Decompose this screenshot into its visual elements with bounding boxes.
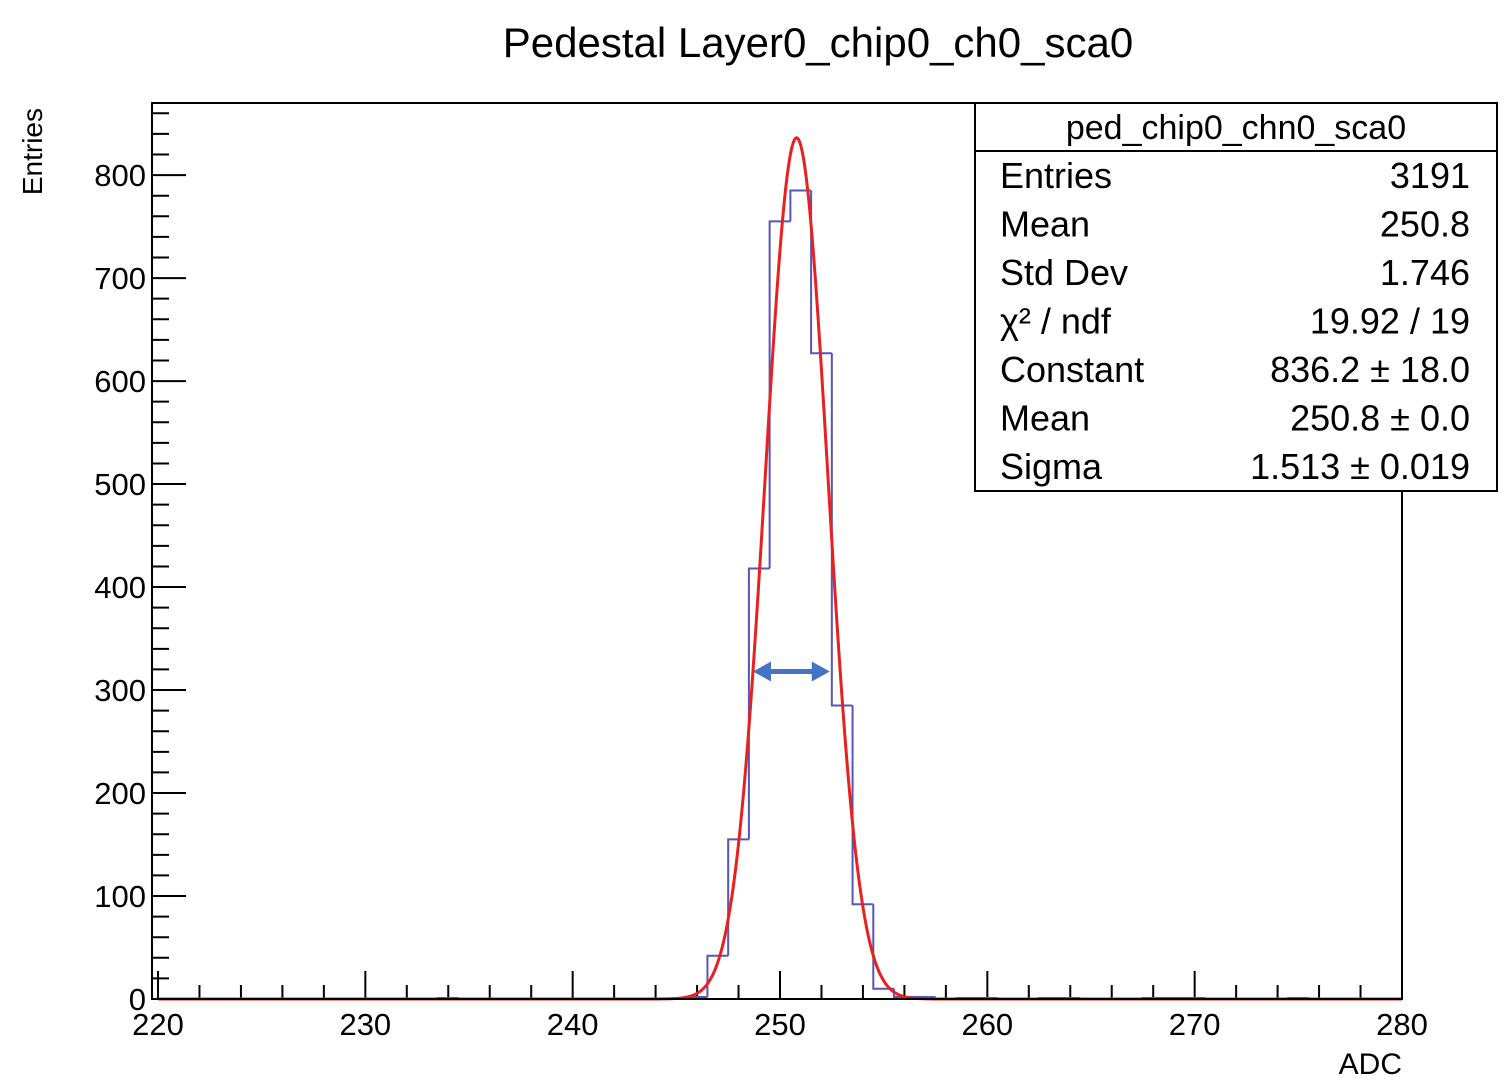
fwhm-double-arrow (753, 661, 830, 682)
x-tick-label: 240 (547, 1007, 599, 1042)
y-axis-ticks (152, 112, 186, 1000)
y-tick-label: 400 (94, 570, 146, 605)
plot-frame (151, 102, 1403, 1000)
stats-row-label: Sigma (1000, 446, 1103, 487)
stats-row-label: χ² / ndf (1000, 301, 1112, 342)
x-tick-label: 260 (961, 1007, 1013, 1042)
histogram-bin (872, 904, 895, 990)
y-tick-label: 300 (94, 673, 146, 708)
stats-row-value: 19.92 / 19 (1310, 301, 1470, 342)
y-tick-label: 600 (94, 364, 146, 399)
arrow-head-right (811, 661, 830, 682)
histogram-bin (747, 567, 770, 840)
stats-row-value: 836.2 ± 18.0 (1270, 349, 1470, 390)
y-tick-label: 200 (94, 776, 146, 811)
stats-row-label: Mean (1000, 398, 1090, 439)
histogram-bin (810, 190, 832, 355)
stats-row-label: Entries (1000, 155, 1112, 196)
stats-row-value: 3191 (1390, 155, 1470, 196)
y-tick-label: 700 (94, 261, 146, 296)
x-tick-label: 220 (132, 1007, 184, 1042)
stats-row-label: Std Dev (1000, 252, 1128, 293)
x-tick-label: 230 (339, 1007, 391, 1042)
arrow-head-left (753, 661, 772, 682)
x-tick-label: 270 (1169, 1007, 1221, 1042)
annotations (753, 661, 830, 682)
chart-title: Pedestal Layer0_chip0_ch0_sca0 (503, 19, 1133, 66)
x-tick-label: 250 (754, 1007, 806, 1042)
y-tick-label: 100 (94, 879, 146, 914)
stats-row-value: 1.746 (1380, 252, 1470, 293)
y-tick-label: 500 (94, 467, 146, 502)
stats-row-label: Constant (1000, 349, 1144, 390)
stats-box-title: ped_chip0_chn0_sca0 (1066, 109, 1406, 147)
histogram-bin (851, 705, 874, 906)
y-axis-label: Entries (17, 108, 48, 195)
stats-row-label: Mean (1000, 204, 1090, 245)
histogram-bin (789, 189, 812, 222)
stats-box-rows: Entries 3191 Mean 250.8 Std Dev 1.746 χ² / ndf… (1000, 155, 1470, 487)
stats-row-value: 250.8 ± 0.0 (1290, 398, 1470, 439)
x-tick-label: 280 (1376, 1007, 1428, 1042)
y-tick-label: 800 (94, 158, 146, 193)
y-axis-tick-labels: 0 100 200 300 400 500 600 700 800 (94, 158, 146, 1017)
y-tick-label: 0 (129, 982, 146, 1017)
stats-row-value: 1.513 ± 0.019 (1250, 446, 1470, 487)
stats-row-value: 250.8 (1380, 204, 1470, 245)
histogram-bin (830, 353, 853, 707)
x-axis-label: ADC (1339, 1048, 1402, 1081)
stats-box-background (974, 102, 1498, 492)
stats-box: ped_chip0_chn0_sca0 Entries 3191 Mean 250.8… (974, 102, 1498, 492)
x-axis-tick-labels: 220 230 240 250 260 270 280 (132, 1007, 1428, 1042)
